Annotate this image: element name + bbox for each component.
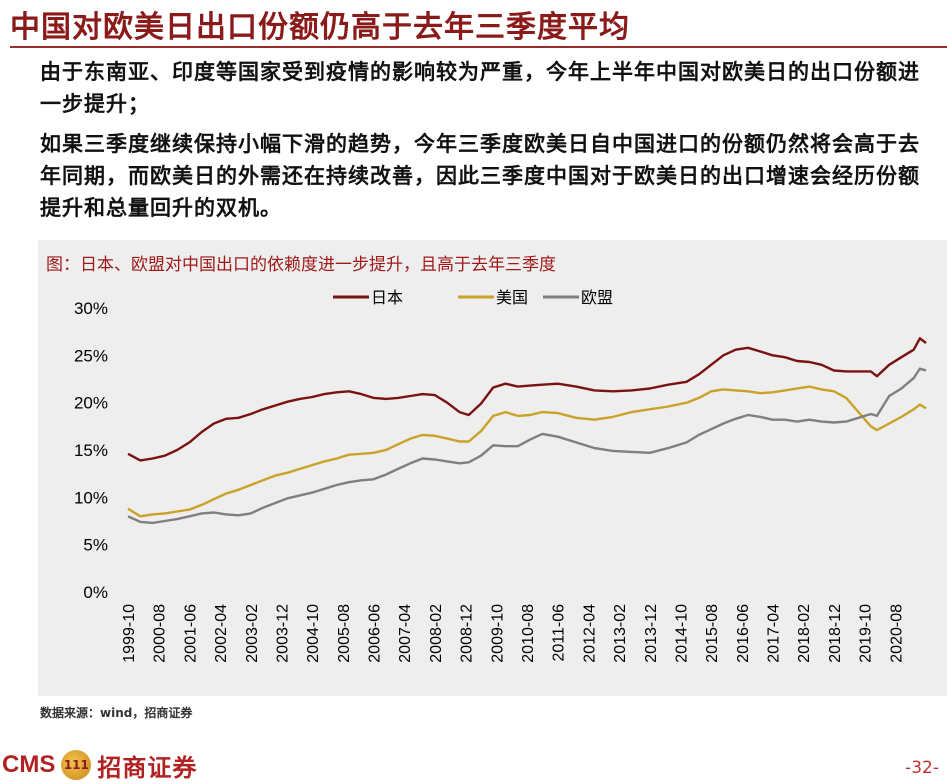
series-line-japan: [127, 337, 927, 462]
x-tick-label: 2008-12: [459, 604, 476, 663]
x-tick-label: 2004-10: [305, 604, 322, 663]
x-tick-label: 2013-02: [612, 604, 629, 663]
chart-legend: 日本 美国 欧盟: [333, 289, 613, 307]
y-tick-label: 5%: [83, 536, 108, 555]
legend-label-usa: 美国: [496, 289, 528, 307]
x-tick-label: 2016-06: [735, 604, 752, 663]
x-tick-label: 2006-06: [367, 604, 384, 663]
x-tick-label: 2005-08: [336, 604, 353, 663]
chart-panel: [38, 240, 947, 696]
y-axis: 0% 5% 10% 15% 20% 25% 30%: [74, 299, 108, 602]
x-tick-label: 2018-12: [827, 604, 844, 663]
x-tick-label: 2000-08: [152, 604, 169, 663]
x-tick-label: 2013-12: [643, 604, 660, 663]
y-tick-label: 30%: [74, 299, 108, 318]
x-tick-label: 2007-04: [397, 604, 414, 663]
slide-title: 中国对欧美日出口份额仍高于去年三季度平均: [10, 10, 630, 45]
data-source-note: 数据来源：wind，招商证券: [40, 706, 193, 720]
series-line-eu: [127, 367, 927, 525]
x-tick-label: 2014-10: [673, 604, 690, 663]
y-tick-label: 20%: [74, 394, 108, 413]
cms-wordmark: CMS: [2, 751, 56, 778]
page-number: -32-: [905, 758, 939, 778]
x-tick-label: 2003-02: [244, 604, 261, 663]
x-tick-label: 2008-02: [428, 604, 445, 663]
company-name: 招商证券: [97, 752, 198, 782]
title-divider: [10, 46, 947, 48]
y-tick-label: 25%: [74, 346, 108, 365]
x-tick-label: 2020-08: [888, 604, 905, 663]
bullet-paragraph-1: 由于东南亚、印度等国家受到疫情的影响较为严重，今年上半年中国对欧美日的出口份额进…: [40, 60, 920, 116]
x-tick-label: 2001-06: [182, 604, 199, 663]
x-tick-label: 2011-06: [551, 604, 568, 662]
y-tick-label: 15%: [74, 441, 108, 460]
x-tick-label: 2009-10: [489, 604, 506, 663]
line-chart: 0% 5% 10% 15% 20% 25% 30% 1999-10 2000-08 2001-0…: [74, 289, 927, 663]
chart-caption: 图：日本、欧盟对中国出口的依赖度进一步提升，且高于去年三季度: [46, 255, 556, 275]
bullet-paragraph-2: 如果三季度继续保持小幅下滑的趋势，今年三季度欧美日自中国进口的份额仍然将会高于去…: [40, 132, 920, 220]
x-tick-label: 1999-10: [121, 604, 138, 663]
x-tick-label: 2017-04: [766, 604, 783, 663]
legend-label-japan: 日本: [371, 289, 403, 307]
series-line-usa: [127, 385, 927, 518]
series-layer: [127, 337, 927, 525]
company-logo: CMS 111 招商证券: [2, 748, 197, 782]
y-tick-label: 10%: [74, 488, 108, 507]
x-tick-label: 2018-02: [796, 604, 813, 663]
y-tick-label: 0%: [83, 583, 108, 602]
x-tick-label: 2015-08: [704, 604, 721, 663]
logo-emblem-icon: 111: [61, 750, 92, 780]
bullet-list: 由于东南亚、印度等国家受到疫情的影响较为严重，今年上半年中国对欧美日的出口份额进…: [40, 56, 940, 232]
x-tick-label: 2003-12: [274, 604, 291, 663]
x-tick-label: 2019-10: [858, 604, 875, 663]
legend-label-eu: 欧盟: [581, 289, 613, 307]
x-tick-label: 2002-04: [213, 604, 230, 663]
x-axis: 1999-10 2000-08 2001-06 2002-04 2003-02 2003-…: [121, 604, 905, 663]
x-tick-label: 2012-04: [581, 604, 598, 663]
x-tick-label: 2010-08: [520, 604, 537, 663]
